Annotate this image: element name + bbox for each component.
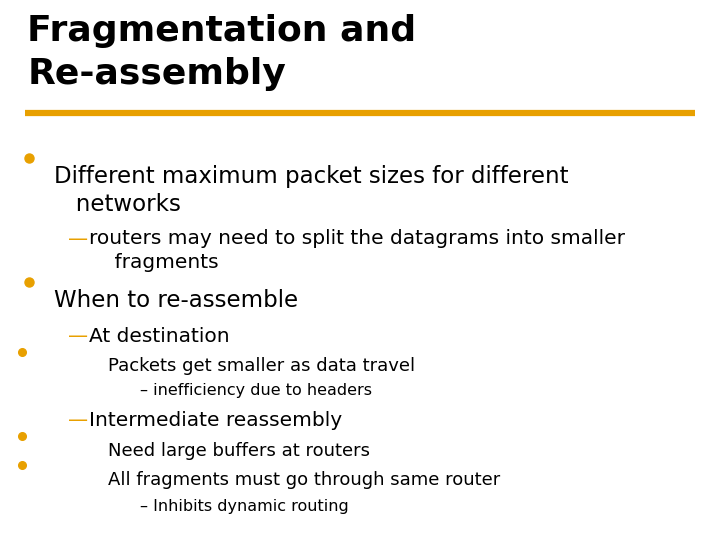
Text: Need large buffers at routers: Need large buffers at routers — [108, 442, 370, 460]
Text: —: — — [68, 230, 89, 248]
Text: Different maximum packet sizes for different
   networks: Different maximum packet sizes for diffe… — [54, 165, 569, 216]
Text: Intermediate reassembly: Intermediate reassembly — [89, 411, 342, 430]
Text: All fragments must go through same router: All fragments must go through same route… — [108, 471, 500, 489]
Text: – Inhibits dynamic routing: – Inhibits dynamic routing — [140, 500, 349, 515]
Text: At destination: At destination — [89, 327, 229, 346]
Text: Packets get smaller as data travel: Packets get smaller as data travel — [108, 357, 415, 375]
Text: —: — — [68, 327, 89, 346]
Text: – inefficiency due to headers: – inefficiency due to headers — [140, 383, 372, 399]
Text: Re-assembly: Re-assembly — [27, 57, 286, 91]
Text: Fragmentation and: Fragmentation and — [27, 14, 416, 48]
Text: When to re-assemble: When to re-assemble — [54, 289, 298, 312]
Text: —: — — [68, 411, 89, 430]
Text: routers may need to split the datagrams into smaller
    fragments: routers may need to split the datagrams … — [89, 230, 624, 272]
